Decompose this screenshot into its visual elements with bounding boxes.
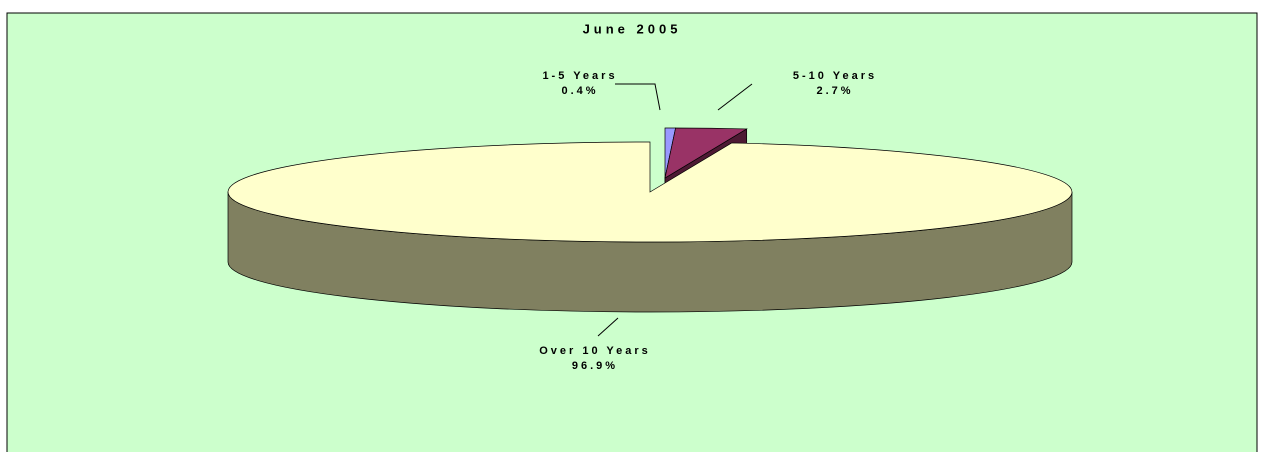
leader-lines (597, 83, 753, 337)
slice (227, 141, 1073, 243)
leader-line (615, 83, 661, 111)
slice-value-label: 96.9% (572, 360, 618, 372)
slice (664, 127, 748, 179)
slice-label: 5-10 Years (793, 70, 877, 82)
chart-title: June 2005 (583, 21, 682, 36)
slice-label: Over 10 Years (539, 345, 651, 357)
slice-value-label: 0.4% (561, 85, 598, 97)
slice-value-label: 2.7% (816, 85, 853, 97)
leader-line (597, 317, 619, 337)
slice-label: 1-5 Years (542, 70, 617, 82)
pie (227, 127, 1073, 313)
leader-line (717, 83, 753, 111)
